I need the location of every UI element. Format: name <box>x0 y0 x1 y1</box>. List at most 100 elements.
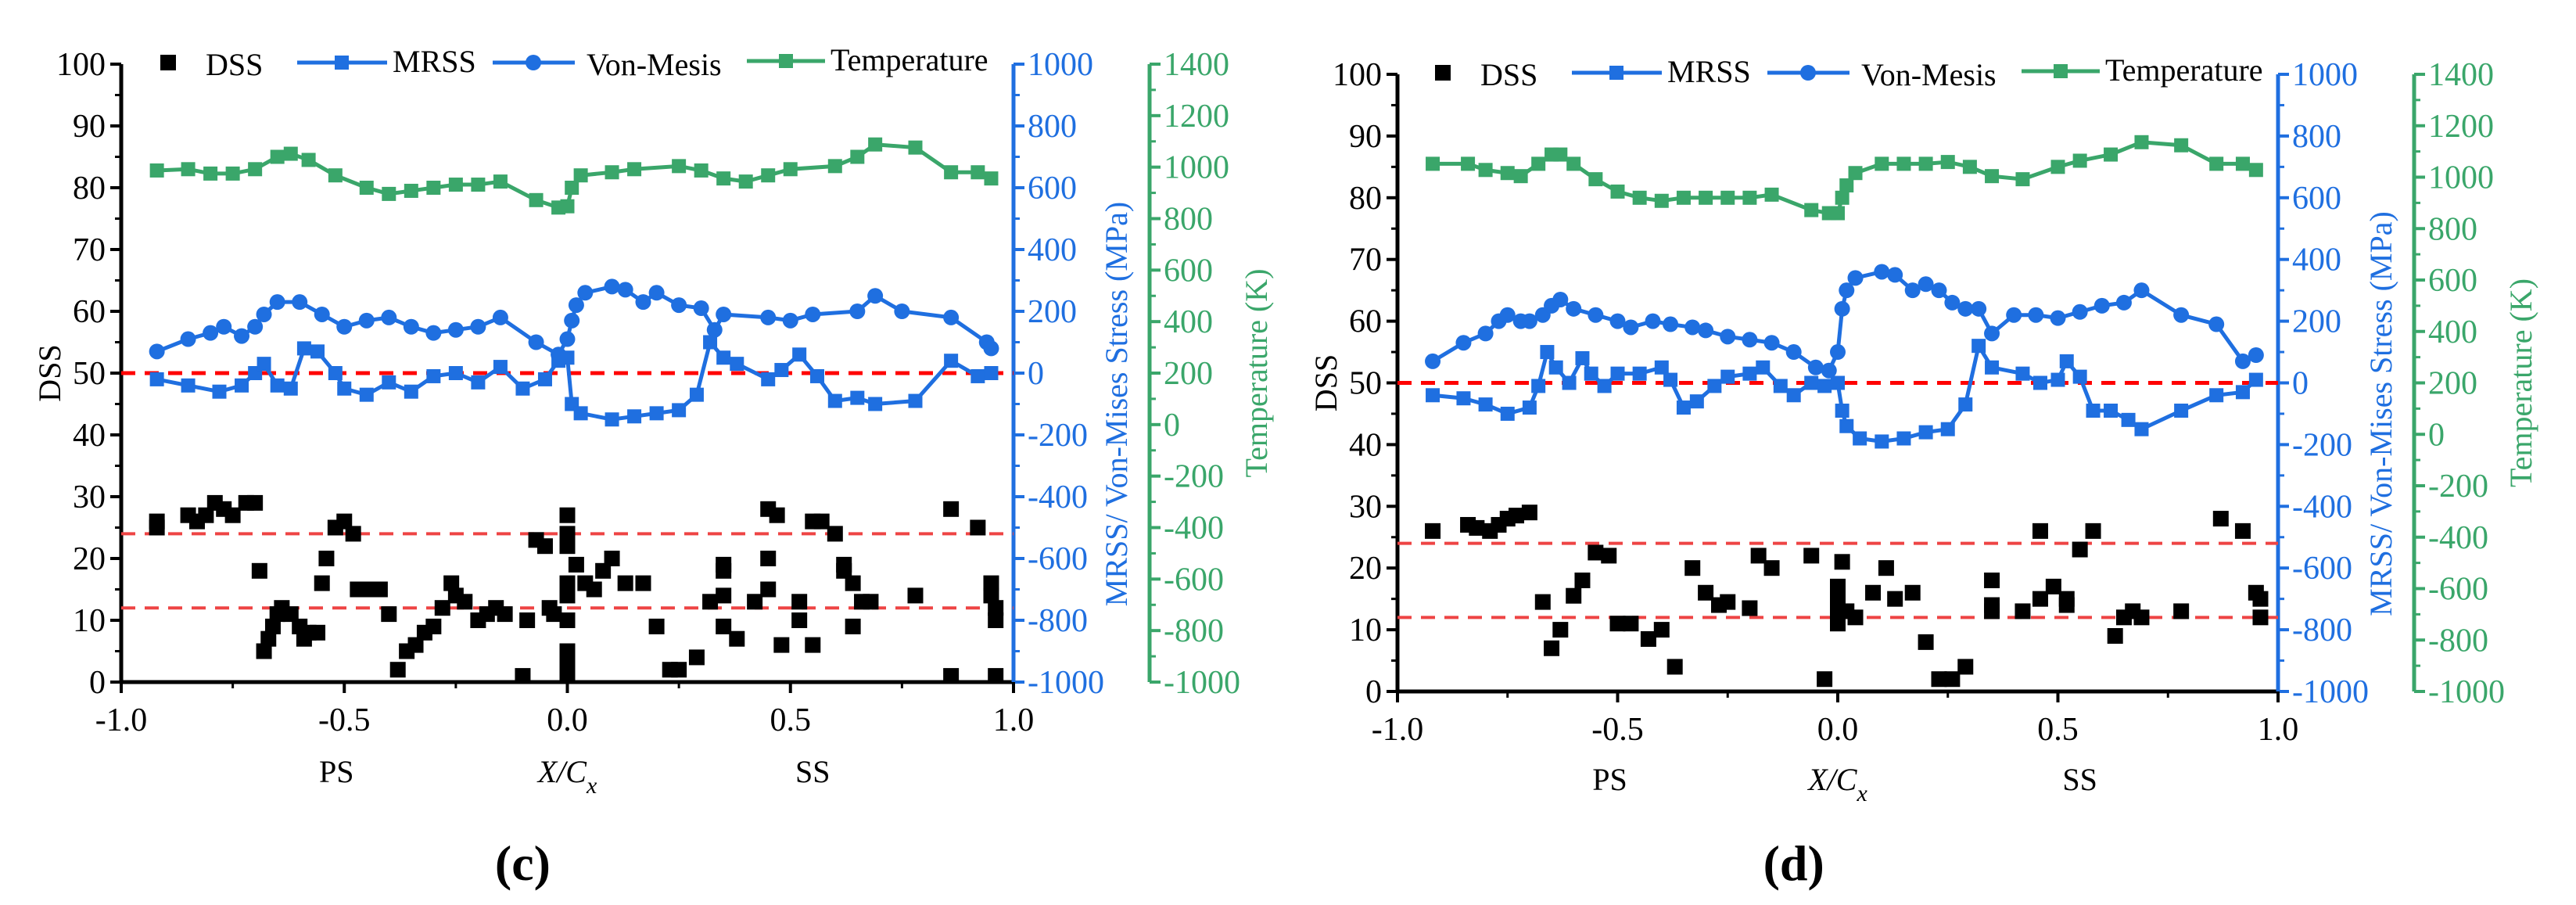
data-point <box>943 309 960 325</box>
y-tick-label: 30 <box>1349 489 1382 525</box>
data-point <box>358 312 375 329</box>
data-point <box>2174 404 2189 418</box>
data-point <box>983 587 999 604</box>
data-point <box>2085 523 2101 539</box>
x-tick-label: 1.0 <box>993 702 1035 738</box>
data-point <box>1609 616 1626 632</box>
data-point <box>359 181 374 195</box>
green-tick-label: 600 <box>2428 263 2477 299</box>
data-point <box>235 378 249 393</box>
data-point <box>149 513 165 530</box>
data-point <box>337 381 352 396</box>
blue-tick-label: 1000 <box>2292 57 2358 93</box>
data-point <box>1817 671 1833 688</box>
blue-tick-label: 400 <box>2292 242 2341 278</box>
data-point <box>2235 385 2250 400</box>
data-point <box>747 594 763 610</box>
data-point <box>318 551 335 566</box>
data-point <box>805 306 821 322</box>
blue-tick-label: -200 <box>1028 418 1088 454</box>
data-point <box>1750 548 1767 564</box>
data-point <box>1896 431 1911 446</box>
data-point <box>471 178 486 192</box>
data-point <box>1944 294 1961 311</box>
data-point <box>537 372 552 386</box>
data-point <box>1834 300 1850 317</box>
data-point <box>1763 560 1780 576</box>
data-point <box>1684 319 1701 336</box>
data-point <box>1540 345 1555 360</box>
data-point <box>760 309 777 325</box>
data-point <box>1944 671 1961 688</box>
legend-marker-von-mesis <box>1800 65 1816 81</box>
data-point <box>761 372 776 386</box>
data-point <box>868 397 883 411</box>
data-point <box>2015 603 2031 619</box>
data-point <box>617 282 633 298</box>
blue-tick-label: -200 <box>2292 427 2352 463</box>
data-point <box>1918 156 1933 171</box>
data-point <box>559 655 576 672</box>
data-point <box>827 526 843 542</box>
data-point <box>1874 264 1890 280</box>
data-point <box>761 168 776 183</box>
data-point <box>1817 379 1832 393</box>
data-point <box>1478 397 1493 412</box>
green-tick-label: 400 <box>1164 304 1213 340</box>
x-tick-label: -0.5 <box>1591 712 1644 748</box>
data-point <box>2032 591 2048 607</box>
data-point <box>845 618 861 634</box>
green-tick-label: 800 <box>2428 211 2477 247</box>
data-point <box>1839 418 1854 433</box>
data-point <box>257 357 271 372</box>
data-point <box>1500 166 1515 181</box>
data-point <box>1878 560 1894 576</box>
blue-tick-label: 200 <box>1028 294 1077 330</box>
y-tick-label: 90 <box>73 109 106 145</box>
green-tick-label: 600 <box>1164 253 1213 289</box>
data-point <box>434 600 450 616</box>
data-point <box>225 166 240 181</box>
data-point <box>1609 313 1626 329</box>
data-point <box>863 594 879 610</box>
data-point <box>703 335 718 350</box>
data-point <box>426 181 441 195</box>
y-tick-label: 80 <box>1349 181 1382 217</box>
data-point <box>716 562 732 579</box>
green-axis-title: Temperature (K) <box>2503 278 2538 487</box>
x-tick-label: 0.0 <box>547 702 588 738</box>
data-point <box>617 575 633 591</box>
data-point <box>1831 206 1845 221</box>
data-point <box>1848 166 1863 181</box>
data-point <box>849 303 866 319</box>
data-point <box>1847 270 1864 286</box>
y-axis-title: DSS <box>1308 354 1344 411</box>
data-point <box>783 162 798 177</box>
data-point <box>568 297 584 314</box>
data-point <box>1552 291 1569 307</box>
green-tick-label: 400 <box>2428 314 2477 350</box>
data-point <box>1742 366 1757 381</box>
data-point <box>648 285 665 301</box>
data-point <box>774 363 789 378</box>
data-point <box>649 406 664 421</box>
data-point <box>2248 163 2263 178</box>
data-point <box>1478 163 1493 178</box>
x-tick-label: 0.5 <box>2037 712 2079 748</box>
data-point <box>181 378 196 393</box>
data-point <box>1785 344 1802 361</box>
data-point <box>2086 404 2101 418</box>
data-point <box>1645 313 1661 329</box>
data-point <box>1830 584 1846 601</box>
y-tick-label: 0 <box>89 665 106 701</box>
green-tick-label: 1000 <box>2428 160 2494 196</box>
data-point <box>425 325 442 341</box>
x-axis-title: X/Cx <box>1806 762 1867 806</box>
legend-marker-von-mesis <box>526 55 541 70</box>
data-point <box>1742 600 1758 616</box>
data-point <box>827 159 842 174</box>
data-point <box>577 285 594 301</box>
series-temperature <box>1426 135 2263 221</box>
data-point <box>1835 190 1849 205</box>
data-point <box>234 328 250 344</box>
